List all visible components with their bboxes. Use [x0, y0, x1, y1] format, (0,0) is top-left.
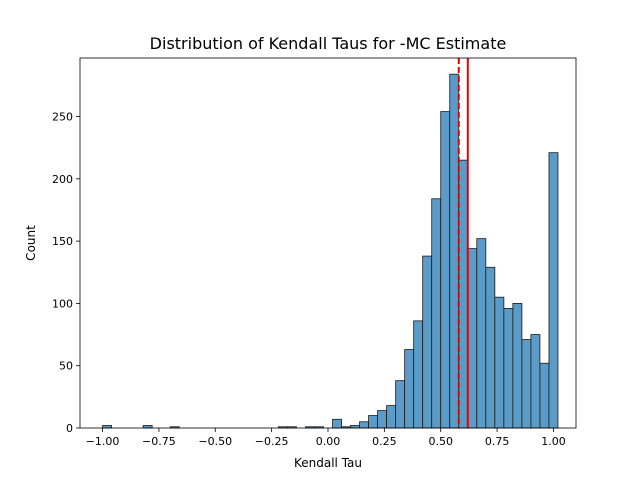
histogram-bar	[548, 152, 559, 429]
histogram-bar	[368, 415, 378, 429]
x-tick-label: −1.00	[86, 435, 120, 448]
chart-title: Distribution of Kendall Taus for -MC Est…	[150, 34, 507, 53]
y-tick-label: 100	[52, 297, 73, 310]
histogram-bar	[422, 255, 433, 429]
histogram-bar	[359, 421, 369, 429]
x-tick-label: −0.75	[142, 435, 176, 448]
histogram-bar	[413, 320, 424, 429]
x-axis-ticks: −1.00 −0.75 −0.50 −0.25 0.00 0.25 0.50 0.75 1.00	[86, 428, 566, 448]
histogram-bar	[476, 238, 487, 429]
histogram-bar	[494, 296, 505, 429]
x-axis-label: Kendall Tau	[294, 456, 362, 470]
y-tick-label: 150	[52, 235, 73, 248]
x-tick-label: 0.00	[316, 435, 341, 448]
histogram-bar	[521, 339, 532, 429]
histogram-bar	[395, 380, 406, 429]
histogram-bar	[539, 362, 550, 429]
histogram-bar	[431, 198, 442, 429]
histogram-bar	[458, 159, 469, 429]
histogram-bar	[485, 266, 496, 429]
histogram-bar	[530, 334, 541, 429]
y-axis-ticks: 0 50 100 150 200 250	[52, 111, 80, 435]
x-tick-label: −0.50	[198, 435, 232, 448]
x-tick-label: 0.50	[428, 435, 453, 448]
y-axis-label: Count	[24, 225, 38, 261]
histogram-bar	[512, 303, 523, 429]
x-tick-label: −0.25	[255, 435, 289, 448]
y-tick-label: 50	[59, 360, 73, 373]
histogram-bar	[386, 405, 397, 429]
y-tick-label: 0	[66, 422, 73, 435]
x-tick-label: 0.25	[372, 435, 397, 448]
x-tick-label: 1.00	[541, 435, 566, 448]
histogram-bar	[377, 410, 388, 429]
reference-lines	[457, 58, 469, 428]
y-tick-label: 200	[52, 173, 73, 186]
histogram-bar	[404, 349, 415, 429]
histogram-bar	[503, 307, 514, 429]
histogram-bar	[467, 248, 478, 429]
histogram-bar	[449, 73, 460, 429]
histogram-bar	[332, 418, 342, 429]
y-tick-label: 250	[52, 111, 73, 124]
x-tick-label: 0.75	[485, 435, 510, 448]
histogram-bar	[440, 111, 451, 429]
